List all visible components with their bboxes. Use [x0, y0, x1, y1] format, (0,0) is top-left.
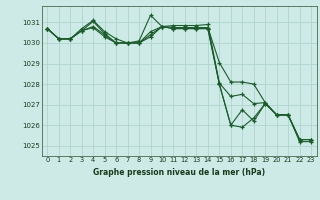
X-axis label: Graphe pression niveau de la mer (hPa): Graphe pression niveau de la mer (hPa) — [93, 168, 265, 177]
